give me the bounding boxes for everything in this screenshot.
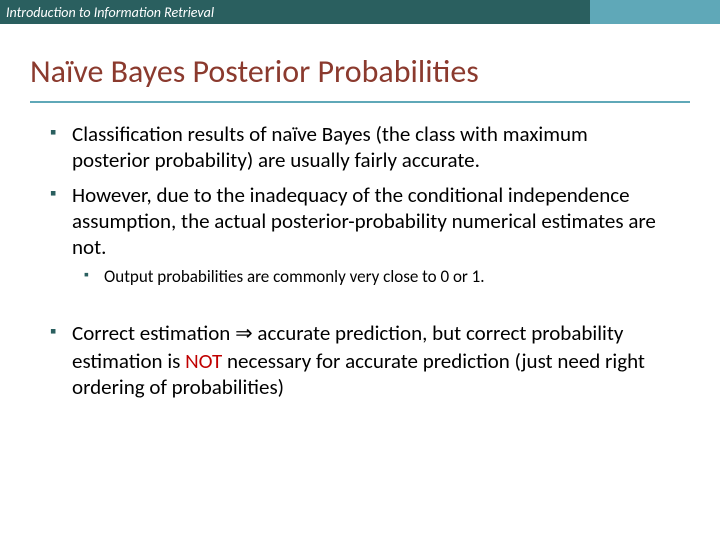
bullet-list: Correct estimation ⇒ accurate prediction… — [50, 320, 670, 400]
bullet-text: Output probabilities are commonly very c… — [104, 266, 485, 287]
content-area: Classification results of naïve Bayes (t… — [0, 121, 720, 400]
header-accent — [590, 0, 720, 24]
implies-icon: ⇒ — [235, 322, 253, 345]
list-item: However, due to the inadequacy of the co… — [50, 182, 670, 289]
bullet-text-pre: Correct estimation — [72, 320, 235, 346]
list-item: Output probabilities are commonly very c… — [84, 266, 670, 288]
sub-bullet-list: Output probabilities are commonly very c… — [84, 266, 670, 288]
bullet-list: Classification results of naïve Bayes (t… — [50, 121, 670, 288]
header-text: Introduction to Information Retrieval — [6, 4, 214, 21]
bullet-text: However, due to the inadequacy of the co… — [72, 182, 656, 261]
title-underline — [30, 101, 690, 103]
bullet-text: Classification results of naïve Bayes (t… — [72, 121, 588, 173]
slide-title: Naïve Bayes Posterior Probabilities — [0, 24, 720, 101]
spacer — [50, 296, 670, 320]
not-emphasis: NOT — [185, 348, 222, 374]
list-item: Correct estimation ⇒ accurate prediction… — [50, 320, 670, 400]
list-item: Classification results of naïve Bayes (t… — [50, 121, 670, 174]
